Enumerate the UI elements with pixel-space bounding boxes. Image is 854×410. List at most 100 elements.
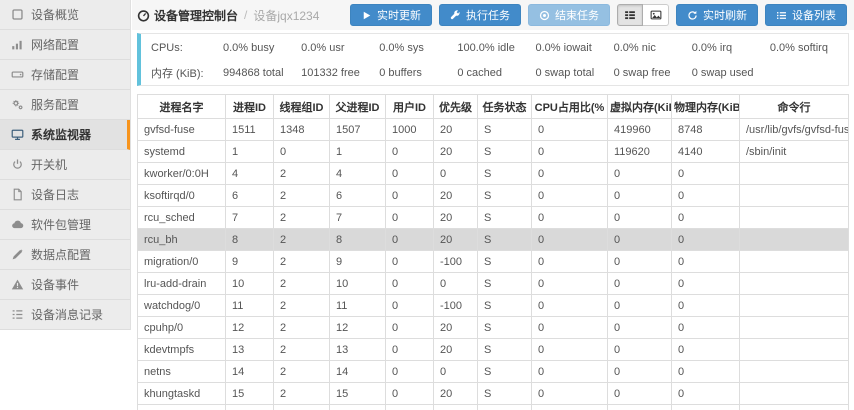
table-cell: 10 [329,272,386,295]
end-task-button[interactable]: 结束任务 [528,4,610,26]
table-row[interactable] [137,404,849,410]
table-cell: 0 [607,228,672,251]
storage-icon [10,68,24,81]
sidebar-item-service-config[interactable]: 服务配置 [0,90,130,120]
execute-task-button[interactable]: 执行任务 [439,4,521,26]
table-cell: 12 [329,316,386,339]
col-user-id[interactable]: 用户ID [385,94,434,119]
realtime-update-button[interactable]: 实时更新 [350,4,432,26]
system-stats-panel: CPUs: 0.0% busy 0.0% usr 0.0% sys 100.0%… [137,33,849,86]
table-cell: 2 [273,228,330,251]
table-row[interactable]: rcu_sched 7 2 7 0 20 S 0 0 0 [137,206,849,229]
table-row[interactable]: kdevtmpfs 13 2 13 0 20 S 0 0 0 [137,338,849,361]
play-icon [361,10,372,21]
sidebar-item-device-log[interactable]: 设备日志 [0,180,130,210]
sidebar-item-storage-config[interactable]: 存储配置 [0,60,130,90]
process-table: 进程名字 进程ID 线程组ID 父进程ID 用户ID 优先级 任务状态 CPU占… [137,94,849,410]
table-cell [739,294,849,317]
col-cpu-usage[interactable]: CPU占用比(% [531,94,608,119]
table-cell: 0 [607,206,672,229]
mem-buffers: 0 buffers [379,66,422,79]
cpu-softirq: 0.0% softirq [769,41,828,54]
table-cell: 20 [433,140,478,163]
table-cell: 0 [385,140,434,163]
table-row[interactable]: lru-add-drain 10 2 10 0 0 S 0 0 0 [137,272,849,295]
device-list-button[interactable]: 设备列表 [765,4,847,26]
table-cell: 0 [671,360,740,383]
table-cell: 4 [225,162,274,185]
table-cell: 0 [671,250,740,273]
col-priority[interactable]: 优先级 [433,94,478,119]
table-cell: 20 [433,228,478,251]
table-cell [385,404,434,410]
table-cell: 0 [385,250,434,273]
sidebar-item-device-events[interactable]: 设备事件 [0,270,130,300]
table-row[interactable]: systemd 1 0 1 0 20 S 0 119620 4140/sbin/init [137,140,849,163]
table-row[interactable]: khungtaskd 15 2 15 0 20 S 0 0 0 [137,382,849,405]
table-cell: 0 [531,272,608,295]
rows-icon [624,9,636,21]
table-cell: 15 [329,382,386,405]
table-cell: S [477,118,532,141]
sidebar-item-power[interactable]: 开关机 [0,150,130,180]
mem-free: 101332 free [301,66,360,79]
table-cell: 2 [273,294,330,317]
table-cell: 0 [671,206,740,229]
table-cell: /sbin/init [739,140,849,163]
table-row[interactable]: watchdog/0 11 2 11 0 -100 S 0 0 0 [137,294,849,317]
table-row[interactable]: migration/0 9 2 9 0 -100 S 0 0 0 [137,250,849,273]
table-row[interactable]: gvfsd-fuse 1511 1348 1507 1000 20 S 0 419960 8748… [137,118,849,141]
sidebar-item-label: 开关机 [31,158,68,172]
table-cell: S [477,338,532,361]
table-cell: 0 [433,360,478,383]
col-parent-process-id[interactable]: 父进程ID [329,94,386,119]
table-cell: 6 [225,184,274,207]
mem-swap-free: 0 swap free [613,66,671,79]
table-cell: S [477,250,532,273]
table-cell: 8 [225,228,274,251]
list-icon [776,10,787,21]
table-cell: 2 [273,316,330,339]
table-cell: 10 [225,272,274,295]
event-warning-icon [10,278,24,291]
view-toggle-image-button[interactable] [643,4,669,26]
breadcrumb-device: 设备jqx1234 [253,8,320,23]
table-cell: 119620 [607,140,672,163]
table-cell: -100 [433,250,478,273]
col-thread-group-id[interactable]: 线程组ID [273,94,330,119]
table-cell: netns [137,360,226,383]
col-process-id[interactable]: 进程ID [225,94,274,119]
table-cell: /usr/lib/gvfs/gvfsd-fuse [739,118,849,141]
breadcrumb-console[interactable]: 设备管理控制台 [154,8,239,23]
table-cell: 8748 [671,118,740,141]
col-physical-memory[interactable]: 物理内存(KiB) [671,94,740,119]
col-process-name[interactable]: 进程名字 [137,94,226,119]
table-cell: 1 [329,140,386,163]
table-cell: 0 [385,206,434,229]
device-list-label: 设备列表 [792,10,836,22]
col-command-line[interactable]: 命令行 [739,94,849,119]
table-cell: 2 [273,272,330,295]
sidebar-item-datapoint-config[interactable]: 数据点配置 [0,240,130,270]
table-cell: S [477,228,532,251]
table-row[interactable]: cpuhp/0 12 2 12 0 20 S 0 0 0 [137,316,849,339]
table-row[interactable]: netns 14 2 14 0 0 S 0 0 0 [137,360,849,383]
col-task-state[interactable]: 任务状态 [477,94,532,119]
table-cell: 7 [225,206,274,229]
stop-circle-icon [539,10,550,21]
table-row[interactable]: rcu_bh 8 2 8 0 20 S 0 0 0 [137,228,849,251]
sidebar-item-label: 设备概览 [31,8,80,22]
table-row[interactable]: kworker/0:0H 4 2 4 0 0 S 0 0 0 [137,162,849,185]
realtime-refresh-button[interactable]: 实时刷新 [676,4,758,26]
sidebar-item-package-manager[interactable]: 软件包管理 [0,210,130,240]
table-row[interactable]: ksoftirqd/0 6 2 6 0 20 S 0 0 0 [137,184,849,207]
table-cell: systemd [137,140,226,163]
view-toggle-rows-button[interactable] [617,4,643,26]
table-cell: 419960 [607,118,672,141]
sidebar-item-device-messages[interactable]: 设备消息记录 [0,300,130,330]
sidebar-item-system-monitor[interactable]: 系统监视器 [0,120,130,150]
sidebar-item-network-config[interactable]: 网络配置 [0,30,130,60]
col-virtual-memory[interactable]: 虚拟内存(KiB) [607,94,672,119]
execute-task-label: 执行任务 [466,10,510,22]
sidebar-item-device-overview[interactable]: 设备概览 [0,0,130,30]
